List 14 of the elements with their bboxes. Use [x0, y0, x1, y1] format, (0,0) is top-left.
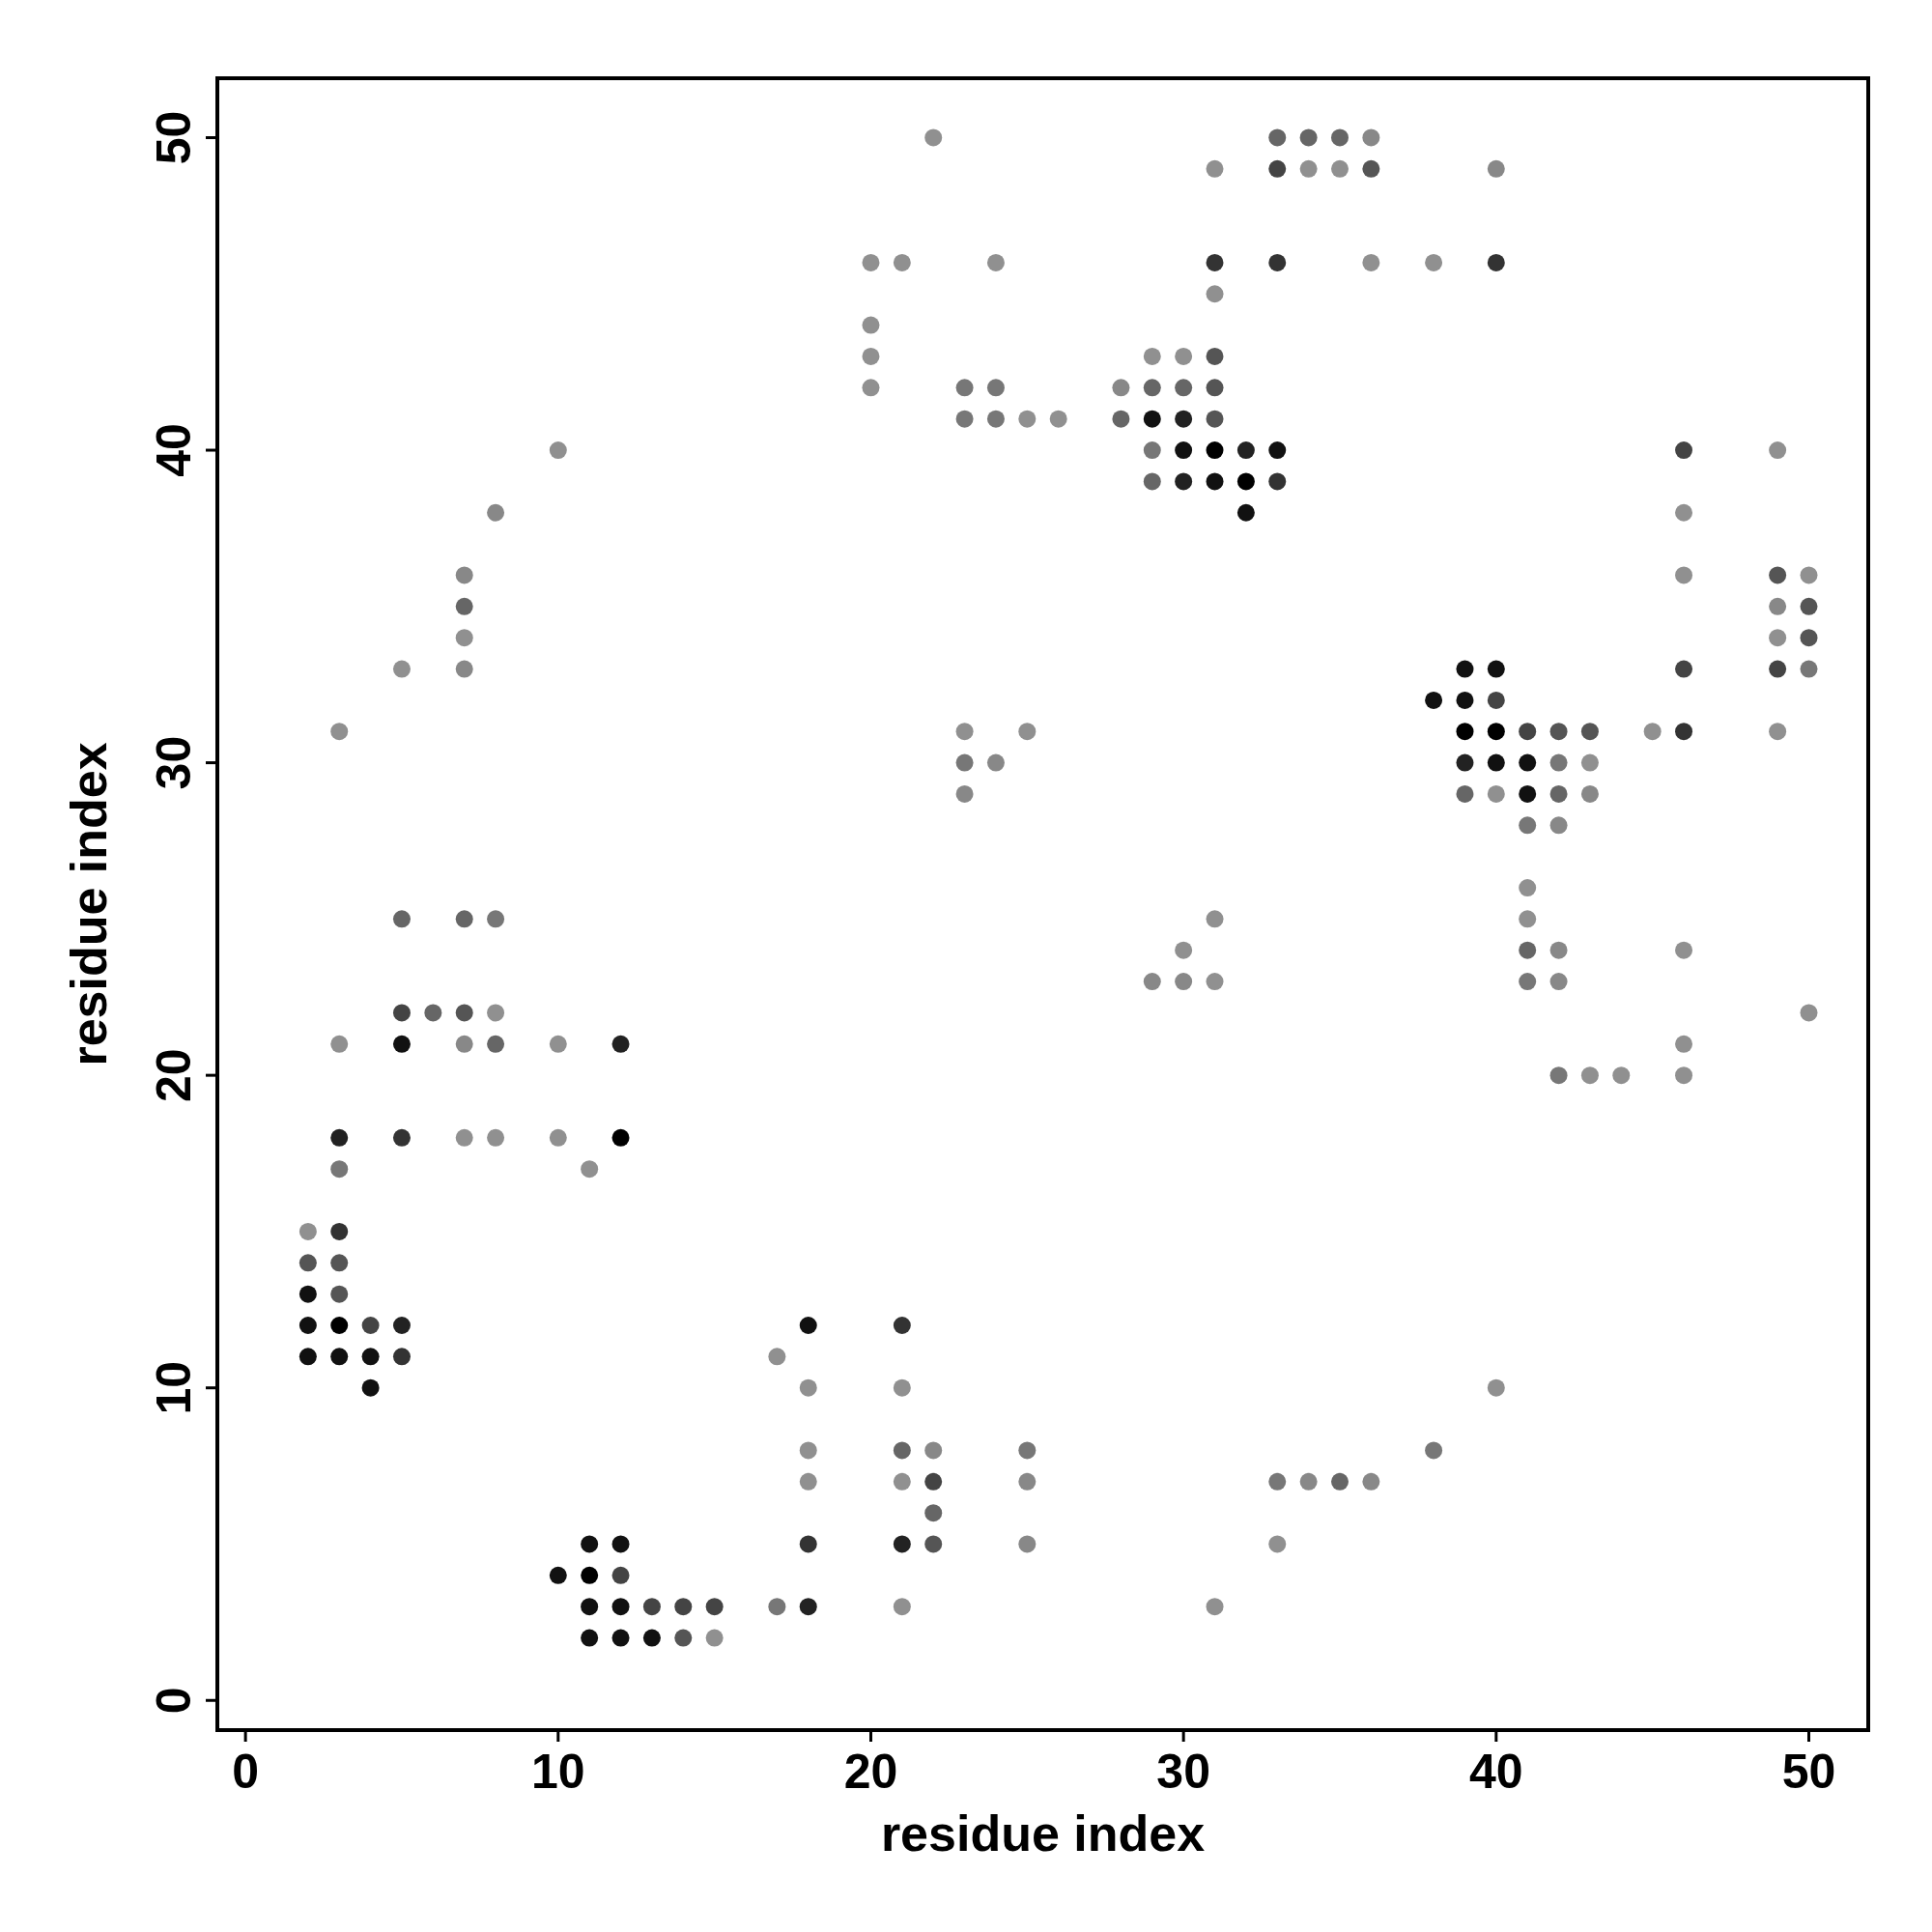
y-tick-label: 40 — [147, 423, 201, 477]
y-tick-label: 10 — [147, 1360, 201, 1415]
x-tick-label: 30 — [1156, 1745, 1210, 1799]
x-tick-label: 50 — [1781, 1745, 1836, 1799]
y-tick-label: 50 — [147, 110, 201, 165]
y-tick-label: 20 — [147, 1048, 201, 1102]
x-tick-label: 20 — [843, 1745, 898, 1799]
y-tick-label: 30 — [147, 735, 201, 790]
x-tick-label: 40 — [1469, 1745, 1523, 1799]
x-axis-title: residue index — [880, 1805, 1206, 1861]
y-tick-label: 0 — [147, 1687, 201, 1715]
x-tick-label: 10 — [530, 1745, 585, 1799]
y-axis-title: residue index — [61, 742, 117, 1066]
x-tick-label: 0 — [232, 1745, 260, 1799]
